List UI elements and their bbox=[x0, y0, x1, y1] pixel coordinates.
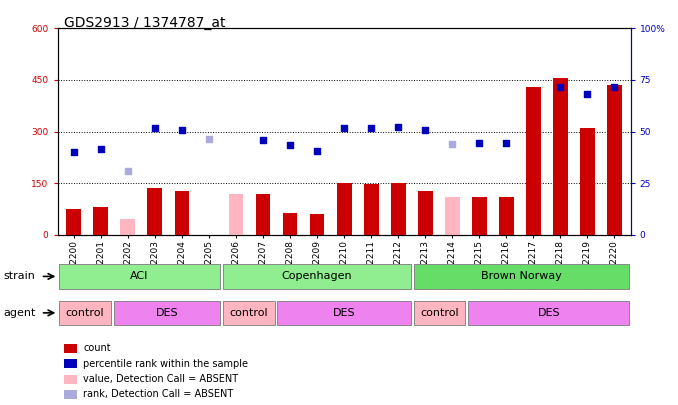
Text: strain: strain bbox=[3, 271, 35, 281]
Bar bbox=[445, 197, 460, 235]
Bar bbox=[277, 301, 411, 325]
Point bbox=[447, 141, 458, 147]
Point bbox=[68, 149, 79, 156]
Point bbox=[285, 142, 296, 149]
Bar bbox=[59, 301, 111, 325]
Bar bbox=[174, 191, 189, 235]
Bar bbox=[391, 183, 405, 235]
Bar bbox=[468, 301, 629, 325]
Bar bbox=[59, 264, 220, 288]
Point bbox=[123, 168, 134, 175]
Point bbox=[176, 127, 187, 133]
Bar bbox=[499, 197, 514, 235]
Bar bbox=[222, 301, 275, 325]
Text: DES: DES bbox=[333, 308, 355, 318]
Point bbox=[501, 139, 512, 146]
Text: DES: DES bbox=[155, 308, 178, 318]
Point bbox=[149, 125, 160, 131]
Point bbox=[582, 91, 593, 97]
Bar bbox=[414, 301, 466, 325]
Point bbox=[555, 84, 565, 90]
Point bbox=[609, 84, 620, 90]
Point bbox=[420, 127, 431, 133]
Bar bbox=[363, 184, 378, 235]
Bar bbox=[337, 183, 351, 235]
Text: percentile rank within the sample: percentile rank within the sample bbox=[83, 359, 248, 369]
Text: control: control bbox=[229, 308, 268, 318]
Text: control: control bbox=[420, 308, 459, 318]
Text: Brown Norway: Brown Norway bbox=[481, 271, 562, 281]
Bar bbox=[310, 214, 325, 235]
Text: Copenhagen: Copenhagen bbox=[281, 271, 352, 281]
Text: count: count bbox=[83, 343, 111, 353]
Text: DES: DES bbox=[538, 308, 560, 318]
Bar bbox=[256, 194, 271, 235]
Bar bbox=[472, 197, 487, 235]
Point bbox=[339, 125, 350, 131]
Bar bbox=[553, 78, 567, 235]
Text: control: control bbox=[66, 308, 104, 318]
Bar bbox=[283, 213, 298, 235]
Bar bbox=[418, 191, 433, 235]
Bar bbox=[148, 188, 162, 235]
Bar bbox=[414, 264, 629, 288]
Bar bbox=[94, 207, 108, 235]
Bar bbox=[113, 301, 220, 325]
Text: ACI: ACI bbox=[130, 271, 148, 281]
Point bbox=[312, 147, 323, 154]
Text: rank, Detection Call = ABSENT: rank, Detection Call = ABSENT bbox=[83, 390, 234, 399]
Text: agent: agent bbox=[3, 308, 36, 318]
Point bbox=[474, 139, 485, 146]
Point bbox=[258, 137, 268, 143]
Bar bbox=[607, 85, 622, 235]
Bar bbox=[580, 128, 595, 235]
Text: value, Detection Call = ABSENT: value, Detection Call = ABSENT bbox=[83, 374, 239, 384]
Point bbox=[365, 125, 376, 131]
Point bbox=[96, 145, 106, 152]
Point bbox=[203, 135, 214, 142]
Bar bbox=[228, 194, 243, 235]
Bar bbox=[121, 220, 136, 235]
Bar bbox=[526, 87, 540, 235]
Bar bbox=[222, 264, 411, 288]
Bar bbox=[66, 209, 81, 235]
Point bbox=[393, 124, 403, 131]
Text: GDS2913 / 1374787_at: GDS2913 / 1374787_at bbox=[64, 16, 226, 30]
